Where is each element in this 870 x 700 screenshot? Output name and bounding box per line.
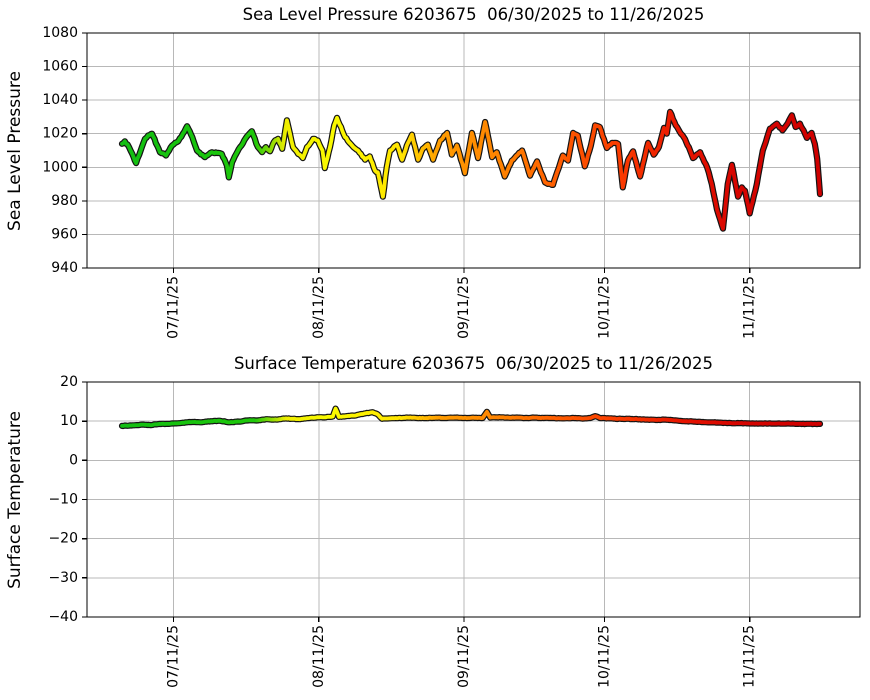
y-tick-label: 1080	[42, 25, 78, 41]
x-tick-label: 08/11/25	[311, 276, 327, 339]
x-tick-label: 10/11/25	[597, 625, 613, 688]
y-tick-label: 10	[60, 413, 78, 429]
sea_level_pressure-series	[120, 110, 822, 231]
y-tick-label: 1040	[42, 92, 78, 108]
chart-surface_temperature: −40 −30 −20 −10 0 10 20 07/11/25 08/11/25 09/11/2…	[48, 374, 861, 688]
y-tick-label: 1020	[42, 126, 78, 142]
y-tick-label: 0	[69, 452, 78, 468]
x-tick-label: 09/11/25	[456, 625, 472, 688]
temperature-chart-title: Surface Temperature 6203675 06/30/2025 t…	[233, 354, 714, 373]
x-tick-label: 08/11/25	[311, 625, 327, 688]
x-tick-label: 11/11/25	[742, 625, 758, 688]
y-tick-label: 960	[51, 226, 78, 242]
x-tick-label: 10/11/25	[597, 276, 613, 339]
tick-marks	[82, 381, 751, 622]
y-tick-label: 1000	[42, 159, 78, 175]
y-tick-label: 1060	[42, 59, 78, 75]
y-tick-label: −40	[48, 609, 78, 625]
y-tick-label: −10	[48, 492, 78, 508]
x-tick-label: 07/11/25	[166, 276, 182, 339]
chart-sea_level_pressure: 940 960 980 1000 1020 1040 1060 1080 07/11/25 08/…	[42, 25, 861, 339]
y-tick-label: 20	[60, 374, 78, 390]
pressure-chart-title: Sea Level Pressure 6203675 06/30/2025 to…	[242, 5, 705, 24]
y-tick-label: 980	[51, 193, 78, 209]
plot-border	[86, 32, 861, 269]
tick-labels: 940 960 980 1000 1020 1040 1060 1080 07/11/25 08/…	[42, 25, 757, 339]
y-tick-label: −20	[48, 531, 78, 547]
tick-marks	[82, 32, 751, 273]
surface_temperature-series	[120, 406, 822, 428]
x-tick-label: 11/11/25	[742, 276, 758, 339]
y-tick-label: −30	[48, 570, 78, 586]
x-tick-label: 09/11/25	[456, 276, 472, 339]
y-tick-label: 940	[51, 260, 78, 276]
tick-labels: −40 −30 −20 −10 0 10 20 07/11/25 08/11/25 09/11/2…	[48, 374, 757, 688]
x-tick-label: 07/11/25	[166, 625, 182, 688]
